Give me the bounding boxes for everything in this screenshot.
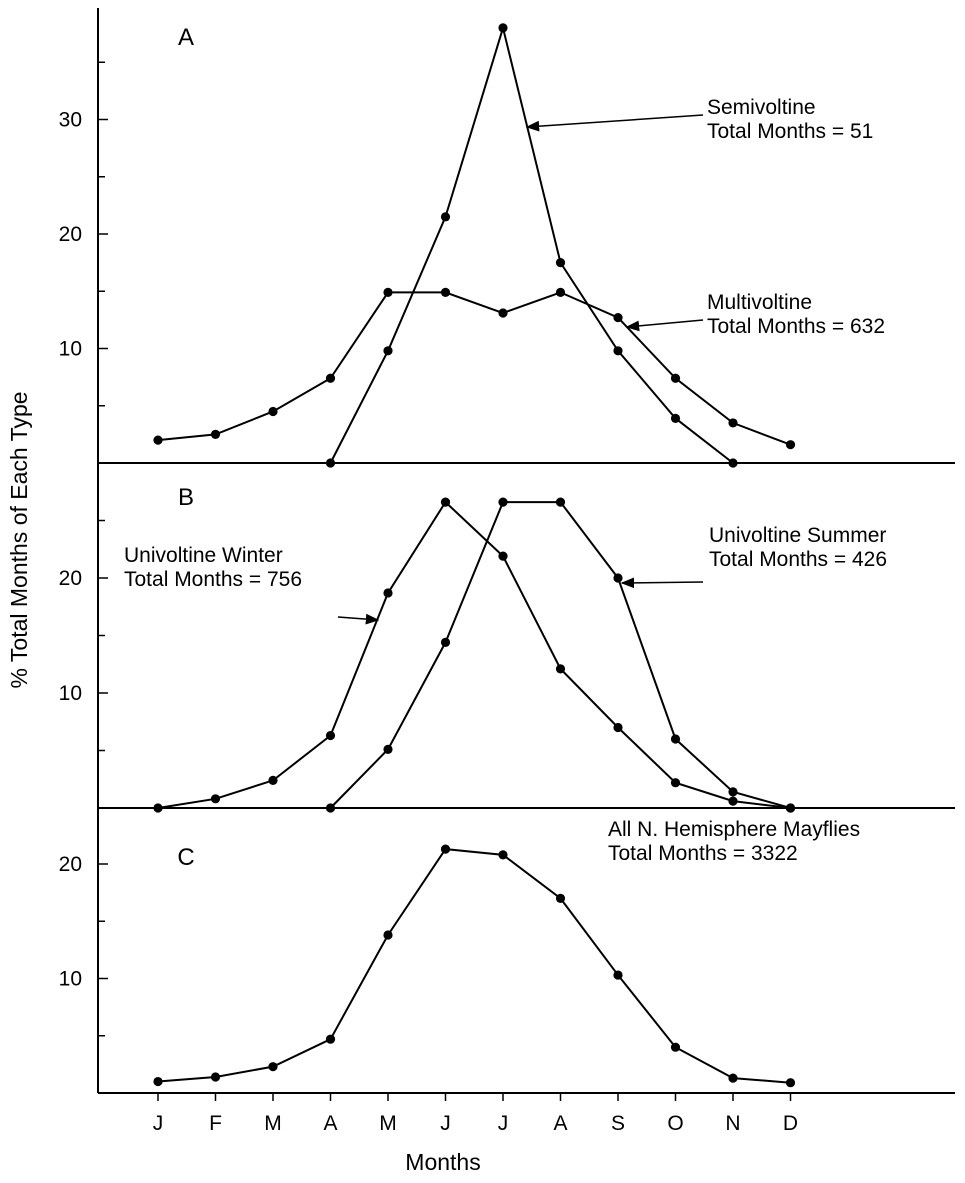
panel-a-series-2-point [268,406,278,417]
panel-b-series-2-point [498,497,508,507]
panel-a-series-1-point [498,23,508,33]
panel-a-series-2-annotation-arrow [625,319,704,332]
panel-c-series-1-point [325,1034,336,1044]
panel-a-series-1-annotation-arrow [525,114,704,132]
panel-b-series-2-annotation-arrow [620,577,704,589]
panel-b-series-1-point [210,794,221,804]
panel-a-series-2-point [440,287,451,297]
series-layer [153,23,796,1088]
panel-b-series-1-annotation-line-1: Univoltine Winter [124,544,283,567]
panel-a-series-1-point [440,212,451,222]
panel-a-series-2-line [157,291,791,446]
panel-a-series-2-point [670,373,681,383]
panel-c-series-1-line [157,848,791,1084]
panel-c-series-1-point [555,893,566,903]
panel-a-series-1-point [613,346,623,356]
panel-b-series-1-point [670,778,681,788]
axes-layer [97,8,955,1101]
panel-b-series-1-point [728,796,738,806]
panel-b-series-1-annotation-line-2: Total Months = 756 [124,568,302,591]
panel-a-letter: A [178,24,194,51]
panel-a-series-2-annotation-line-2: Total Months = 632 [707,315,885,338]
panel-b-series-1-line [157,500,791,809]
panel-c-series-1-point [210,1072,221,1082]
panel-a-series-1-point [728,458,738,468]
panel-b-series-1-annotation-arrow [337,613,380,625]
panel-c-y-tick-label: 20 [59,853,82,876]
panel-c-series-1-point [268,1062,278,1072]
panel-b-y-tick-label: 20 [59,567,82,590]
panel-b-series-1-point [440,497,451,507]
x-axis-title: Months [405,1149,480,1175]
x-tick-label: M [264,1112,282,1135]
panel-c-series-1-annotation-line-2: Total Months = 3322 [608,842,798,865]
panel-a-series-1-annotation-line-2: Total Months = 51 [707,120,873,143]
x-tick-label: A [553,1112,567,1135]
panel-c-series-1-point [440,844,451,854]
panel-b-series-1-point [325,730,336,741]
panel-b-letter: B [178,484,194,511]
panel-a-series-1-line [329,24,734,464]
panel-b-series-1-point [268,775,278,786]
panel-c-series-1-annotation-line-1: All N. Hemisphere Mayflies [608,818,860,841]
panel-b-series-2-point [325,803,336,813]
panel-a-series-2-point [498,308,508,318]
panel-b-series-1-point [383,588,393,598]
panel-a-series-1-point [555,258,566,268]
panel-a-y-tick-label: 30 [59,109,82,132]
panel-c-letter: C [177,844,194,871]
panel-b-series-2-point [383,744,393,754]
panel-a-series-2-point [325,373,336,383]
x-tick-label: J [153,1112,164,1135]
panel-c-series-1-point [670,1042,681,1052]
panel-a-series-2-point [555,287,566,297]
panel-a-series-2-annotation-line-1: Multivoltine [707,291,812,314]
panel-a-series-2-point [613,312,623,323]
panel-c-series-1-point [728,1073,738,1083]
panel-a-y-tick-label: 10 [59,338,82,361]
panel-b-series-1-point [555,664,566,674]
x-tick-label: F [209,1112,222,1135]
panel-c-series-1-point [613,970,623,980]
panel-a-y-tick-label: 20 [59,223,82,246]
panel-b-series-2-point [785,803,796,813]
x-tick-label: S [611,1112,625,1135]
panel-a-series-2-point [728,418,738,428]
panel-a-series-2-point [785,440,796,450]
panel-b-series-1-point [153,803,163,813]
x-tick-label: O [667,1112,683,1135]
panel-a-series-2-point [153,435,163,445]
panel-b-series-2-point [440,637,451,648]
x-tick-label: J [498,1112,509,1135]
panel-c-y-tick-label: 10 [59,968,82,991]
panel-a-series-1-point [670,413,681,423]
x-tick-label: M [379,1112,397,1135]
x-tick-label: J [440,1112,451,1135]
panel-a-series-2-point [210,429,221,439]
panel-b-series-2-point [728,787,738,797]
x-tick-label: D [783,1112,798,1135]
x-tick-label: A [323,1112,337,1135]
panel-c-series-1-point [383,930,393,940]
panel-c-series-1-point [153,1076,163,1087]
x-tick-label: N [725,1112,740,1135]
panel-b-series-2-point [613,573,623,583]
panel-a-series-1-point [325,458,336,468]
panel-a-series-2-point [383,287,393,297]
panel-b-series-1-point [613,722,623,733]
panel-b-series-1-point [498,551,508,561]
panel-a-series-1-annotation-line-1: Semivoltine [707,96,816,119]
panel-c-series-1-point [498,850,508,860]
panel-b-series-2-annotation-line-2: Total Months = 426 [709,548,887,571]
y-axis-title: % Total Months of Each Type [6,391,32,688]
panel-a-series-1-point [383,346,393,356]
panel-b-series-2-annotation-line-1: Univoltine Summer [709,524,886,547]
panel-b-series-2-point [670,734,681,744]
panel-b-y-tick-label: 10 [59,682,82,705]
panel-c-series-1-point [785,1078,796,1088]
panel-b-series-2-point [555,497,566,507]
